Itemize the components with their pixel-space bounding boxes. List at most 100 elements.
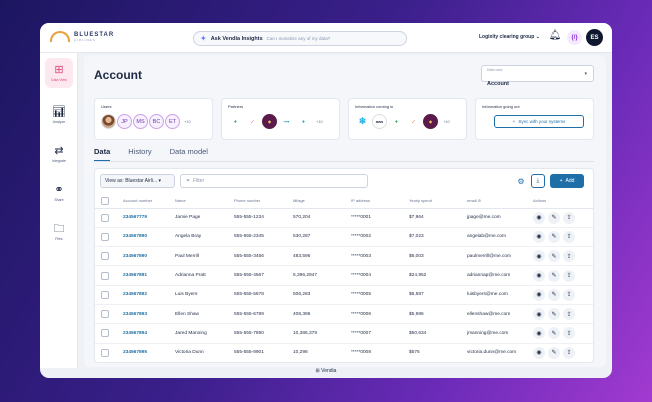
table-row[interactable]: 234567890 Angela Bray 555-555-2345 530,287 *… — [95, 227, 593, 248]
table-cell: 483,596 — [291, 246, 349, 267]
table-cell: jpage@me.com — [465, 208, 531, 228]
info-out-card[interactable]: Information going out + Sync with your s… — [475, 98, 594, 140]
table-cell[interactable]: 234567779 — [121, 208, 173, 228]
row-checkbox[interactable] — [101, 271, 109, 280]
search-input[interactable]: Can I monetize any of my data? — [266, 36, 331, 41]
view-icon[interactable]: ◉ — [533, 211, 545, 224]
table-cell: 555-555-1234 — [232, 208, 291, 228]
view-icon[interactable]: ◉ — [533, 308, 545, 321]
share-icon[interactable]: ⇪ — [563, 269, 575, 282]
insights-search[interactable]: ✦ Ask Vendia Insights Can I monetize any… — [193, 31, 407, 46]
table-cell[interactable]: 234567890 — [121, 227, 173, 248]
table-cell: 408,386 — [291, 304, 349, 325]
table-cell: 570,204 — [291, 208, 349, 228]
partners-card[interactable]: Partners ✈ ⟋ ◆ ⟶ ✈ +10 — [221, 98, 340, 140]
share-icon[interactable]: ⇪ — [563, 288, 575, 301]
download-icon[interactable]: ⤓ — [531, 174, 545, 188]
share-icon[interactable]: ⇪ — [563, 230, 575, 243]
partner-logo-icon: ⟋ — [245, 114, 260, 129]
table-row[interactable]: 234567895 Victoria Dunn 555-555-8901 10,298… — [95, 343, 593, 362]
settings-icon[interactable]: ⚙ — [517, 176, 525, 186]
sidebar-item-integrate[interactable]: ⇄ Integrate — [52, 144, 66, 163]
table-cell: Jamie Page — [173, 208, 232, 228]
table-cell[interactable]: 234567895 — [121, 343, 173, 362]
info-in-card[interactable]: Information coming in ❄ aws ✈ ⟋ ◆ +10 — [348, 98, 467, 140]
edit-icon[interactable]: ✎ — [548, 327, 560, 340]
select-all-checkbox[interactable] — [101, 196, 109, 205]
bar-chart-icon: 📊︎ — [52, 105, 66, 118]
filter-input[interactable]: ⏷ Filter — [180, 174, 368, 188]
bell-icon[interactable]: 🔔︎ — [548, 30, 562, 41]
table-row[interactable]: 234567892 Luis Byers 555-555-5678 506,283 **… — [95, 285, 593, 305]
row-checkbox[interactable] — [101, 329, 109, 338]
users-more-count: +10 — [184, 119, 191, 124]
view-icon[interactable]: ◉ — [533, 269, 545, 282]
table-cell[interactable]: 234567894 — [121, 323, 173, 344]
column-header[interactable]: Name — [173, 194, 232, 209]
brand-logo[interactable]: BLUESTAR AIRLINES — [50, 31, 114, 42]
share-icon[interactable]: ⇪ — [563, 211, 575, 224]
table-cell: $5,986 — [407, 304, 465, 325]
tab-data-model[interactable]: Data model — [169, 147, 208, 156]
edit-icon[interactable]: ✎ — [548, 230, 560, 243]
row-checkbox[interactable] — [101, 252, 109, 261]
view-icon[interactable]: ◉ — [533, 288, 545, 301]
column-header[interactable]: Yearly spend — [407, 194, 465, 209]
table-cell[interactable]: 234567892 — [121, 285, 173, 305]
accounts-table: Account number Name Phone number Milage … — [95, 194, 593, 362]
edit-icon[interactable]: ✎ — [548, 211, 560, 224]
org-selector[interactable]: Logixity clearing group ⌄ — [479, 34, 540, 40]
share-icon[interactable]: ⇪ — [563, 308, 575, 321]
sidebar-item-files[interactable]: 🗀 Files — [53, 222, 65, 241]
column-header[interactable]: Account number — [121, 194, 173, 209]
edit-icon[interactable]: ✎ — [548, 308, 560, 321]
share-icon[interactable]: ⇪ — [563, 346, 575, 359]
users-card[interactable]: Users JP MS BC ET +10 — [94, 98, 213, 140]
table-cell: 10,386,379 — [291, 323, 349, 344]
view-icon[interactable]: ◉ — [533, 230, 545, 243]
row-checkbox[interactable] — [101, 348, 109, 357]
top-bar: BLUESTAR AIRLINES ✦ Ask Vendia Insights … — [40, 23, 612, 53]
edit-icon[interactable]: ✎ — [548, 346, 560, 359]
table-row[interactable]: 234567891 Adrianna Pratt 555-555-4567 5,396… — [95, 265, 593, 286]
footer: ⊞ Vendia — [315, 368, 337, 374]
column-header[interactable]: email ⊘ — [465, 194, 531, 209]
tab-history[interactable]: History — [128, 147, 152, 156]
plus-icon: + — [512, 119, 516, 124]
lock-icon: ⊘ — [477, 198, 482, 204]
brand-name: BLUESTAR — [74, 31, 115, 38]
tab-data[interactable]: Data — [94, 147, 111, 162]
view-icon[interactable]: ◉ — [533, 250, 545, 263]
view-as-select[interactable]: View as: Bluestar Airli... ▾ — [100, 174, 175, 188]
edit-icon[interactable]: ✎ — [548, 288, 560, 301]
sync-button[interactable]: + Sync with your systems — [494, 115, 584, 128]
column-header[interactable]: Milage — [291, 194, 349, 209]
row-checkbox[interactable] — [101, 290, 109, 299]
table-cell[interactable]: 234567891 — [121, 265, 173, 286]
add-button[interactable]: + Add — [550, 174, 584, 188]
table-cell[interactable]: 234567893 — [121, 304, 173, 325]
edit-icon[interactable]: ✎ — [548, 269, 560, 282]
table-cell[interactable]: 234567890 — [121, 246, 173, 267]
sidebar-item-data-view[interactable]: ⊞ Data View — [45, 58, 73, 88]
column-header[interactable]: IP address — [349, 194, 407, 209]
view-icon[interactable]: ◉ — [533, 327, 545, 340]
user-avatar[interactable]: ES — [586, 29, 603, 46]
row-checkbox[interactable] — [101, 213, 109, 222]
view-icon[interactable]: ◉ — [533, 346, 545, 359]
code-icon[interactable]: {/} — [567, 30, 582, 45]
data-view-select[interactable]: Data view Account ▾ — [481, 65, 594, 87]
table-row[interactable]: 234567890 Paul Merrill 555-555-3456 483,596… — [95, 246, 593, 267]
column-header[interactable]: Phone number — [232, 194, 291, 209]
table-row[interactable]: 234567894 Jared Manning 555-555-7890 10,386… — [95, 323, 593, 344]
table-row[interactable]: 234567779 Jamie Page 555-555-1234 570,204 **… — [95, 208, 593, 228]
table-row[interactable]: 234567893 Ellen Shaw 555-555-6789 408,386 **… — [95, 304, 593, 325]
search-title: Ask Vendia Insights — [210, 35, 263, 42]
row-checkbox[interactable] — [101, 232, 109, 241]
row-checkbox[interactable] — [101, 310, 109, 319]
share-icon[interactable]: ⇪ — [563, 327, 575, 340]
share-icon[interactable]: ⇪ — [563, 250, 575, 263]
sidebar-item-share[interactable]: ⚭ Share — [54, 183, 64, 202]
sidebar-item-analyze[interactable]: 📊︎ Analyze — [52, 105, 66, 124]
edit-icon[interactable]: ✎ — [548, 250, 560, 263]
